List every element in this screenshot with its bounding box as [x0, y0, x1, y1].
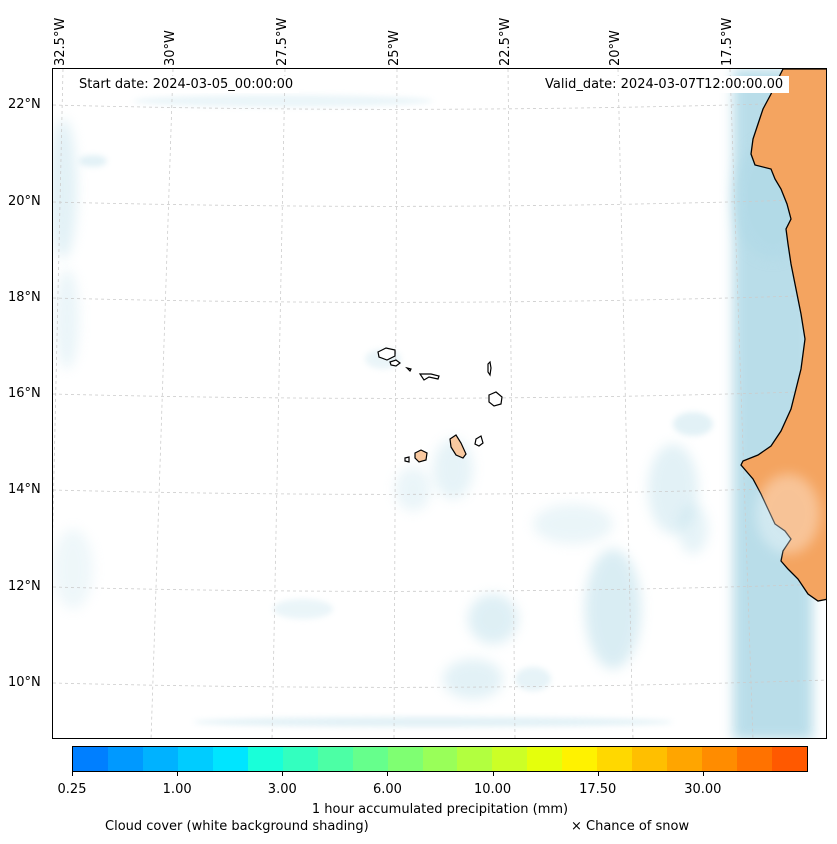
coastal-pale-zone [756, 474, 820, 554]
colorbar-tickmark [177, 772, 179, 776]
colorbar-tick-label: 1.00 [162, 782, 192, 797]
island-santiago [449, 434, 467, 459]
cloud-patch [678, 504, 708, 554]
island-boa-vista [488, 391, 503, 407]
colorbar-tickmark [387, 772, 389, 776]
island-sal [487, 360, 492, 377]
colorbar-tickmark [72, 772, 73, 776]
cloud-patch [133, 95, 433, 107]
colorbar-swatch [667, 747, 703, 771]
lat-label-22n: 22°N [8, 97, 41, 112]
lat-label-18n: 18°N [8, 290, 41, 305]
graticule [53, 69, 826, 738]
lat-label-16n: 16°N [8, 386, 41, 401]
precipitation-colorbar [72, 746, 808, 772]
island-santo-antao [377, 347, 396, 361]
cloud-patch [533, 504, 613, 544]
colorbar-swatch [317, 747, 353, 771]
valid-date-label: Valid_date: 2024-03-07T12:00:00.00 [539, 76, 790, 93]
colorbar-swatch [492, 747, 528, 771]
colorbar-swatch [73, 747, 108, 771]
lon-label-25w: 25°W [387, 30, 402, 66]
lon-label-30w: 30°W [163, 30, 178, 66]
colorbar-swatch [247, 747, 283, 771]
map-canvas [53, 69, 826, 738]
cloud-patch [53, 119, 77, 259]
island-fogo [414, 449, 428, 463]
colorbar-label: 1 hour accumulated precipitation (mm) [311, 802, 569, 817]
colorbar-swatch [142, 747, 178, 771]
lon-label-22-5w: 22.5°W [498, 17, 513, 66]
lon-label-27-5w: 27.5°W [275, 17, 290, 66]
island-sao-vicente [389, 359, 401, 367]
colorbar-swatch [387, 747, 423, 771]
colorbar-tickmark [492, 772, 494, 776]
colorbar-tick-label: 17.50 [579, 782, 617, 797]
colorbar-swatch [107, 747, 143, 771]
cloud-patch [193, 717, 673, 727]
island-maio [474, 435, 484, 447]
colorbar-tick-label: 30.00 [684, 782, 722, 797]
island-santa-luzia [405, 366, 412, 373]
colorbar-swatch [212, 747, 248, 771]
cloud-patch [443, 659, 503, 699]
cloud-patch [273, 599, 333, 619]
island-brava [404, 456, 410, 463]
colorbar-swatch [562, 747, 598, 771]
colorbar-swatch [457, 747, 493, 771]
lon-label-17-5w: 17.5°W [720, 17, 735, 66]
colorbar-tick-label: 10.00 [473, 782, 512, 797]
colorbar-tickmark [597, 772, 599, 776]
colorbar-tick-label: 6.00 [372, 782, 402, 797]
cloud-cover-layer [53, 69, 813, 738]
colorbar-swatch [282, 747, 318, 771]
cloud-patch [468, 594, 518, 644]
cloud-patch [673, 412, 713, 436]
cloud-patch [55, 269, 79, 369]
lat-label-12n: 12°N [8, 579, 41, 594]
colorbar-swatch [177, 747, 213, 771]
colorbar-swatch [422, 747, 458, 771]
colorbar-swatch [772, 747, 808, 771]
map-panel[interactable] [52, 68, 827, 739]
colorbar-swatch [352, 747, 388, 771]
island-sao-nicolau [418, 373, 440, 381]
cloud-patch [515, 667, 551, 691]
colorbar-swatch [737, 747, 773, 771]
cloud-patch [79, 155, 107, 167]
cloud-patch [395, 467, 431, 511]
cloud-patch [53, 529, 93, 609]
lat-label-14n: 14°N [8, 482, 41, 497]
cloud-cover-note: Cloud cover (white background shading) [105, 819, 369, 834]
lat-label-20n: 20°N [8, 194, 41, 209]
colorbar-tickmark [282, 772, 284, 776]
snow-chance-note: × Chance of snow [571, 819, 690, 834]
colorbar-swatch [632, 747, 668, 771]
colorbar-swatch [527, 747, 563, 771]
lon-label-20w: 20°W [608, 30, 623, 66]
colorbar-tick-label: 3.00 [267, 782, 297, 797]
colorbar-tick-label: 0.25 [57, 782, 87, 797]
colorbar-swatch [702, 747, 738, 771]
start-date-label: Start date: 2024-03-05_00:00:00 [73, 76, 300, 93]
lat-label-10n: 10°N [8, 675, 41, 690]
cloud-patch [585, 549, 641, 669]
colorbar-swatch [597, 747, 633, 771]
lon-label-32-5w: 32.5°W [53, 17, 68, 66]
cape-verde-islands [377, 347, 503, 463]
colorbar-tickmark [702, 772, 704, 776]
african-coast-landmass [740, 69, 826, 602]
